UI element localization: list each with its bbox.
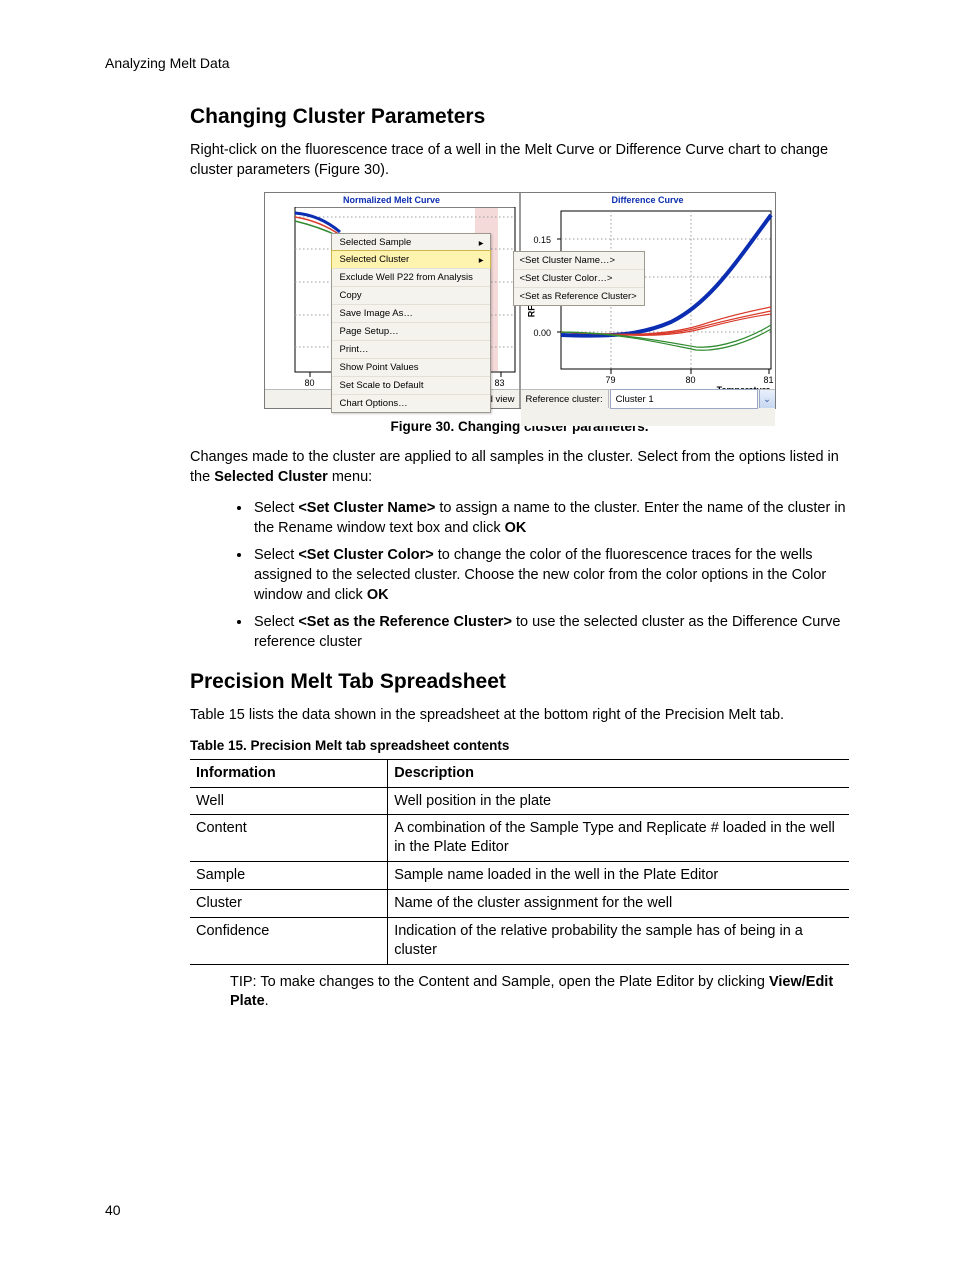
page-number: 40 [105, 1202, 849, 1218]
menu-item-print[interactable]: Print… [332, 340, 490, 358]
right-chart-title: Difference Curve [521, 195, 775, 205]
menu-item-selected-cluster[interactable]: Selected Cluster ▸ [331, 250, 491, 269]
table-row: WellWell position in the plate [190, 787, 849, 815]
bullet-text: Select [254, 614, 298, 630]
table-header-desc: Description [388, 759, 849, 787]
reference-cluster-bar [521, 407, 775, 426]
menu-item-label: Selected Sample [340, 237, 412, 248]
menu-item-exclude[interactable]: Exclude Well P22 from Analysis [332, 268, 490, 286]
table-cell: Confidence [190, 917, 388, 964]
submenu-arrow-icon: ▸ [479, 238, 484, 249]
melt-curve-panel: Normalized Melt Curve [265, 193, 521, 408]
table-cell: Sample [190, 862, 388, 890]
table-cell: Well position in the plate [388, 787, 849, 815]
figure-screenshot: Normalized Melt Curve [264, 192, 776, 409]
left-footer-text: d view [488, 394, 515, 405]
context-menu[interactable]: Selected Sample ▸ Selected Cluster ▸ Exclu… [331, 233, 491, 413]
section-changing-cluster: Changing Cluster Parameters Right-click … [190, 105, 849, 434]
table-cell: Sample name loaded in the well in the Pl… [388, 862, 849, 890]
bullet-set-color: Select <Set Cluster Color> to change the… [252, 546, 849, 605]
submenu-set-reference[interactable]: <Set as Reference Cluster> [514, 287, 644, 305]
spreadsheet-table: Information Description WellWell positio… [190, 759, 849, 965]
table-row: ConfidenceIndication of the relative pro… [190, 917, 849, 964]
bullet-set-name: Select <Set Cluster Name> to assign a na… [252, 499, 849, 538]
right-xtick-0: 79 [606, 375, 616, 385]
intro-paragraph-2: Table 15 lists the data shown in the spr… [190, 706, 849, 726]
bullet-text: Select [254, 500, 298, 516]
heading-changing-cluster: Changing Cluster Parameters [190, 105, 849, 129]
right-ytick-0: 0.15 [534, 235, 552, 245]
selected-cluster-submenu[interactable]: <Set Cluster Name…> <Set Cluster Color…>… [513, 251, 645, 306]
menu-item-set-scale[interactable]: Set Scale to Default [332, 376, 490, 394]
table-header-info: Information [190, 759, 388, 787]
table-cell: Name of the cluster assignment for the w… [388, 889, 849, 917]
table-cell: Cluster [190, 889, 388, 917]
menu-item-save-image[interactable]: Save Image As… [332, 304, 490, 322]
menu-item-label: Selected Cluster [340, 254, 410, 265]
intro-paragraph-1: Right-click on the fluorescence trace of… [190, 141, 849, 180]
dropdown-arrow-icon[interactable]: ⌄ [759, 390, 775, 408]
table-cell: A combination of the Sample Type and Rep… [388, 815, 849, 862]
tip-text-c: . [265, 993, 269, 1009]
bullet-text: Select [254, 547, 298, 563]
right-xtick-1: 80 [686, 375, 696, 385]
section-precision-melt: Precision Melt Tab Spreadsheet Table 15 … [190, 670, 849, 1011]
bullet-bold: OK [505, 520, 527, 536]
figure-30: Normalized Melt Curve [190, 192, 849, 409]
bullet-bold: OK [367, 587, 389, 603]
table-header-row: Information Description [190, 759, 849, 787]
menu-item-show-point[interactable]: Show Point Values [332, 358, 490, 376]
menu-item-selected-sample[interactable]: Selected Sample ▸ [332, 234, 490, 251]
bullet-bold: <Set Cluster Color> [298, 547, 433, 563]
document-page: Analyzing Melt Data Changing Cluster Par… [0, 0, 954, 1278]
menu-item-chart-options[interactable]: Chart Options… [332, 394, 490, 412]
submenu-arrow-icon: ▸ [479, 255, 484, 266]
table-cell: Well [190, 787, 388, 815]
cluster-options-list: Select <Set Cluster Name> to assign a na… [190, 499, 849, 652]
menu-item-copy[interactable]: Copy [332, 286, 490, 304]
left-xtick-0: 80 [305, 378, 315, 388]
after-fig-text-c: menu: [328, 469, 372, 485]
heading-precision-melt: Precision Melt Tab Spreadsheet [190, 670, 849, 694]
reference-cluster-value: Cluster 1 [616, 394, 654, 405]
right-xtick-2: 81 [764, 375, 774, 385]
table-cell: Content [190, 815, 388, 862]
table-row: ClusterName of the cluster assignment fo… [190, 889, 849, 917]
bullet-bold: <Set Cluster Name> [298, 500, 435, 516]
after-fig-text-bold: Selected Cluster [214, 469, 328, 485]
table-cell: Indication of the relative probability t… [388, 917, 849, 964]
running-head: Analyzing Melt Data [105, 55, 849, 71]
right-ytick-1: 0.00 [534, 328, 552, 338]
bullet-bold: <Set as the Reference Cluster> [298, 614, 512, 630]
bullet-block: Select <Set Cluster Name> to assign a na… [190, 499, 849, 652]
tip-paragraph: TIP: To make changes to the Content and … [230, 973, 849, 1012]
menu-item-page-setup[interactable]: Page Setup… [332, 322, 490, 340]
table-caption: Table 15. Precision Melt tab spreadsheet… [190, 738, 849, 753]
left-chart-title: Normalized Melt Curve [265, 195, 519, 205]
submenu-set-name[interactable]: <Set Cluster Name…> [514, 252, 644, 269]
submenu-set-color[interactable]: <Set Cluster Color…> [514, 269, 644, 287]
tip-text-a: TIP: To make changes to the Content and … [230, 974, 769, 990]
after-figure-paragraph: Changes made to the cluster are applied … [190, 448, 849, 487]
table-row: SampleSample name loaded in the well in … [190, 862, 849, 890]
reference-cluster-bar-real: Reference cluster: Cluster 1 ⌄ [521, 389, 775, 408]
reference-cluster-label: Reference cluster: [521, 390, 609, 408]
table-row: ContentA combination of the Sample Type … [190, 815, 849, 862]
bullet-set-reference: Select <Set as the Reference Cluster> to… [252, 613, 849, 652]
left-xtick-1: 83 [495, 378, 505, 388]
reference-cluster-select[interactable]: Cluster 1 [610, 389, 758, 409]
